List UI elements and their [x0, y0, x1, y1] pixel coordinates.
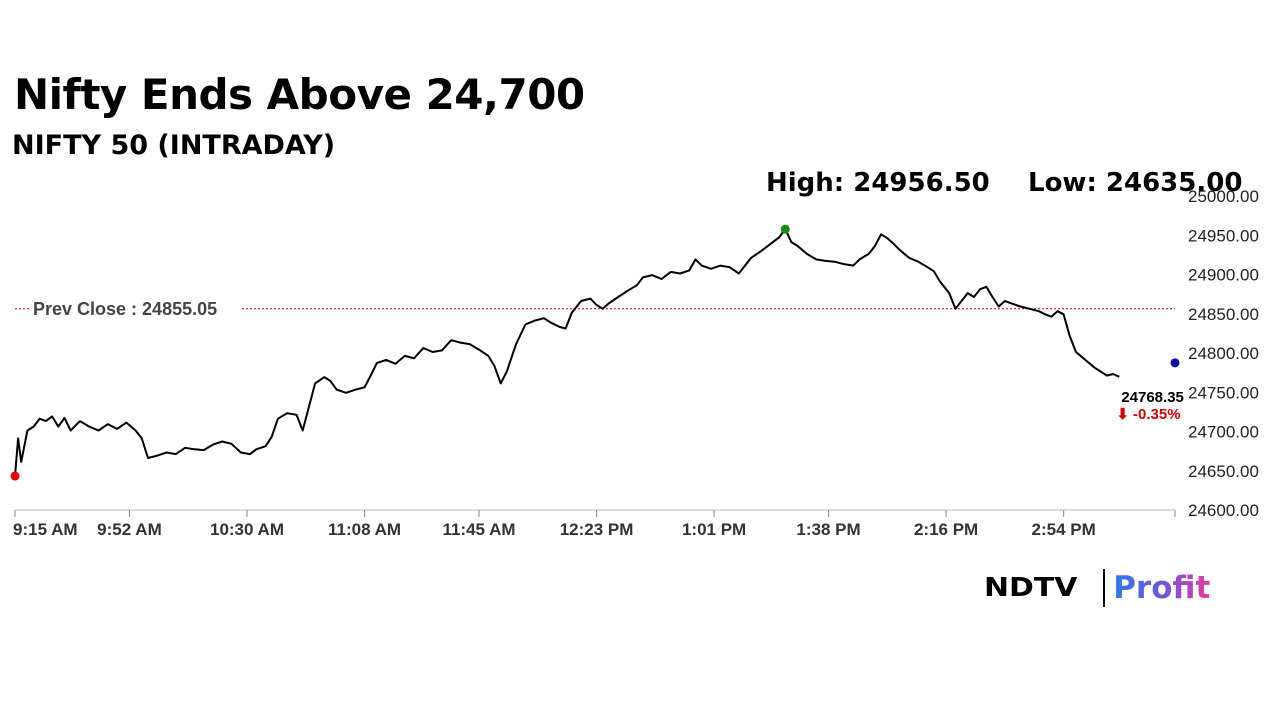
high-marker — [780, 224, 790, 234]
x-tick-label: 9:52 AM — [97, 520, 162, 539]
y-axis-ticks: 24600.00 24650.00 24700.00 24750.00 24800.00… — [1188, 187, 1259, 520]
y-tick-label: 24800.00 — [1188, 344, 1259, 363]
x-tick-label: 2:54 PM — [1032, 520, 1096, 539]
series-layer — [14, 228, 1120, 477]
x-tick-label: 2:16 PM — [914, 520, 978, 539]
low-label: Low: 24635.00 — [1028, 168, 1243, 198]
y-tick-label: 24900.00 — [1188, 266, 1259, 285]
x-tick-label: 11:45 AM — [442, 520, 515, 539]
y-tick-label: 24750.00 — [1188, 383, 1259, 402]
y-tick-label: 24850.00 — [1188, 305, 1259, 324]
last-value-label: 24768.35 — [1121, 389, 1184, 406]
x-axis: 9:15 AM 9:52 AM 10:30 AM 11:08 AM 11:45 AM 12… — [13, 509, 1176, 539]
marker-layer: 24768.35⬇ -0.35% — [10, 224, 1184, 481]
logo-product: Profit — [1113, 570, 1211, 606]
x-tick-label: 12:23 PM — [560, 520, 634, 539]
chart-title: Nifty Ends Above 24,700 — [14, 70, 585, 119]
y-tick-label: 24950.00 — [1188, 226, 1259, 245]
y-tick-label: 24650.00 — [1188, 462, 1259, 481]
x-tick-label: 10:30 AM — [210, 520, 284, 539]
last-change-label: ⬇ -0.35% — [1116, 406, 1180, 423]
logo-divider — [1103, 569, 1106, 607]
prev-close-line: Prev Close : 24855.05 — [15, 299, 1175, 319]
y-tick-label: 24700.00 — [1188, 423, 1259, 442]
price-series-line — [14, 228, 1120, 477]
x-tick-label: 11:08 AM — [328, 520, 401, 539]
x-tick-label: 1:01 PM — [682, 520, 746, 539]
high-label: High: 24956.50 — [766, 168, 990, 198]
ndtv-profit-logo: NDTV Profit — [984, 566, 1210, 610]
y-tick-label: 25000.00 — [1188, 187, 1259, 206]
open-marker — [10, 471, 20, 481]
chart-subtitle: NIFTY 50 (INTRADAY) — [12, 130, 336, 161]
logo-brand: NDTV — [984, 573, 1078, 603]
y-tick-label: 24600.00 — [1188, 501, 1259, 520]
x-tick-label: 1:38 PM — [796, 520, 860, 539]
x-tick-label: 9:15 AM — [13, 520, 78, 539]
last-marker — [1170, 358, 1180, 368]
prev-close-label: Prev Close : 24855.05 — [33, 299, 217, 319]
